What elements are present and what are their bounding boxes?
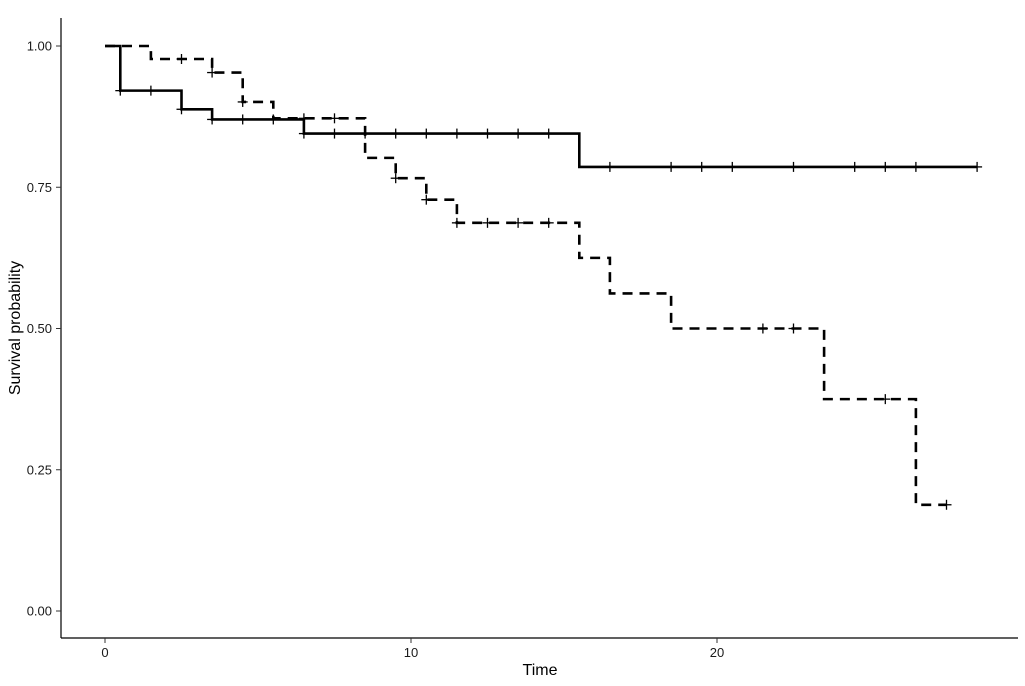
censor-mark (237, 96, 248, 107)
censor-mark (757, 323, 768, 334)
censor-mark (451, 128, 462, 139)
censor-mark (421, 128, 432, 139)
x-tick-label: 0 (101, 645, 108, 660)
censor-mark (268, 114, 279, 125)
censor-mark (298, 113, 309, 124)
censor-mark (329, 113, 340, 124)
censor-mark (207, 114, 218, 125)
censor-mark (880, 394, 891, 405)
censor-mark (604, 161, 615, 172)
y-tick-label: 0.50 (27, 321, 52, 336)
censor-mark (513, 128, 524, 139)
censor-mark (727, 161, 738, 172)
censor-mark (360, 128, 371, 139)
censor-mark (880, 161, 891, 172)
survival-curves (105, 44, 978, 507)
x-axis-title: Time (523, 662, 558, 679)
y-ticks: 0.00 0.25 0.50 0.75 1.00 (27, 39, 61, 619)
censor-mark (390, 173, 401, 184)
censor-mark (788, 323, 799, 334)
censor-mark (543, 128, 554, 139)
x-ticks: 0 10 20 (101, 638, 724, 660)
survival-curve-solid (105, 44, 978, 169)
censor-mark (390, 128, 401, 139)
y-tick-label: 0.75 (27, 180, 52, 195)
y-tick-label: 1.00 (27, 39, 52, 54)
survival-curve-dashed (105, 44, 947, 507)
censor-mark (421, 194, 432, 205)
x-tick-label: 10 (404, 645, 418, 660)
censor-mark (972, 161, 983, 172)
censor-mark (696, 161, 707, 172)
censor-mark (176, 53, 187, 64)
y-tick-label: 0.00 (27, 604, 52, 619)
censor-mark (482, 217, 493, 228)
censor-mark (145, 85, 156, 96)
censor-mark (329, 128, 340, 139)
censor-mark (543, 217, 554, 228)
x-tick-label: 20 (710, 645, 724, 660)
censor-mark (941, 499, 952, 510)
censor-mark (910, 161, 921, 172)
censor-mark (482, 128, 493, 139)
censor-mark (513, 217, 524, 228)
censor-mark (298, 128, 309, 139)
y-axis-title: Survival probability (7, 261, 24, 395)
censor-mark (207, 67, 218, 78)
y-tick-label: 0.25 (27, 462, 52, 477)
censor-mark (237, 114, 248, 125)
censor-mark (849, 161, 860, 172)
axes (60, 18, 1018, 639)
censor-mark (451, 217, 462, 228)
censor-mark (176, 104, 187, 115)
censor-mark (115, 85, 126, 96)
censor-mark (788, 161, 799, 172)
censor-marks (115, 53, 983, 510)
censor-mark (666, 161, 677, 172)
